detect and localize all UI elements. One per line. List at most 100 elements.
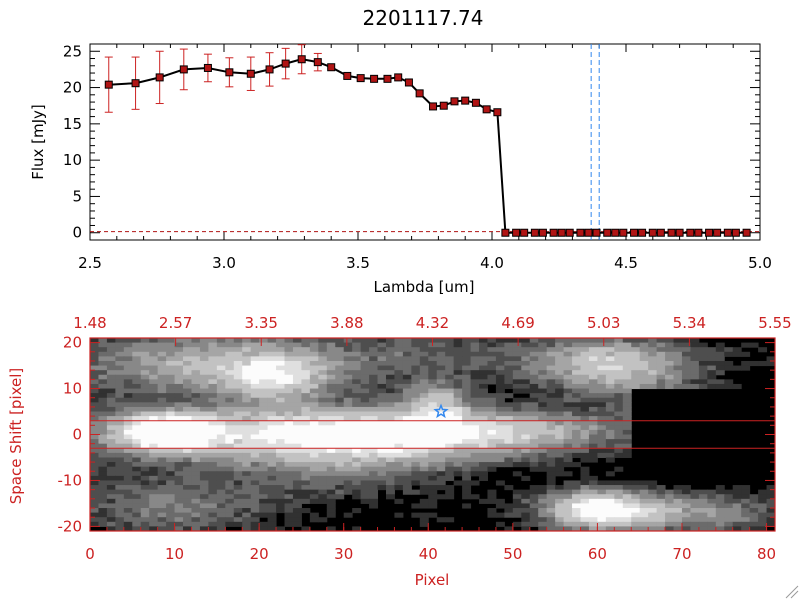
heatmap-cell [538, 457, 548, 463]
heatmap-cell [402, 489, 412, 495]
heatmap-cell [369, 365, 379, 371]
heatmap-cell [428, 489, 438, 495]
heatmap-cell [183, 480, 192, 486]
heatmap-cell [98, 383, 108, 390]
heatmap-cell [292, 503, 302, 509]
heatmap-cell [140, 526, 150, 532]
heatmap-cell [225, 416, 235, 422]
heatmap-cell [614, 370, 624, 376]
heatmap-cell [394, 475, 404, 481]
heatmap-cell [580, 503, 590, 509]
heatmap-cell [690, 356, 700, 362]
heatmap-cell [690, 503, 700, 509]
heatmap-cell [614, 466, 624, 472]
heatmap-cell [588, 342, 598, 348]
heatmap-cell [174, 466, 184, 472]
heatmap-cell [394, 452, 404, 458]
heatmap-cell [402, 402, 412, 408]
heatmap-cell [546, 503, 556, 509]
heatmap-cell [183, 485, 192, 491]
heatmap-cell [529, 356, 539, 362]
heatmap-cell [622, 494, 632, 500]
heatmap-cell [149, 338, 159, 344]
heatmap-cell [284, 494, 294, 500]
heatmap-cell [242, 393, 252, 399]
heatmap-cell [698, 342, 708, 348]
heatmap-cell [132, 521, 142, 527]
heatmap-cell [149, 512, 159, 518]
heatmap-cell [529, 406, 539, 413]
heatmap-cell [174, 457, 184, 463]
heatmap-cell [614, 402, 624, 408]
data-point [439, 101, 448, 110]
heatmap-cell [538, 356, 548, 362]
heatmap-cell [487, 425, 497, 431]
heatmap-cell [157, 517, 167, 523]
heatmap-cell [445, 517, 455, 523]
heatmap-cell [394, 351, 404, 357]
heatmap-cell [225, 351, 235, 357]
heatmap-cell [191, 521, 201, 527]
heatmap-cell [98, 402, 108, 408]
heatmap-cell [529, 383, 539, 390]
heatmap-cell [707, 351, 717, 357]
heatmap-cell [648, 503, 658, 509]
heatmap-cell [335, 393, 345, 399]
heatmap-cell [605, 411, 615, 417]
heatmap-cell [267, 338, 277, 344]
heatmap-cell [292, 429, 302, 435]
heatmap-cell [377, 370, 387, 376]
heatmap-cell [191, 439, 201, 445]
heatmap-cell [250, 338, 260, 344]
heatmap-cell [588, 498, 598, 504]
heatmap-cell [419, 521, 429, 527]
heatmap-cell [90, 503, 99, 509]
heatmap-cell [563, 365, 573, 371]
heatmap-cell [580, 434, 590, 440]
heatmap-cell [385, 351, 395, 357]
heatmap-cell [98, 443, 108, 449]
heatmap-cell [132, 420, 142, 426]
heatmap-cell [470, 370, 480, 376]
heatmap-cell [326, 429, 336, 435]
heatmap-cell [149, 462, 159, 468]
heatmap-cell [174, 503, 184, 509]
heatmap-cell [106, 370, 116, 376]
heatmap-cell [360, 466, 370, 472]
resize-grip-icon[interactable] [785, 585, 799, 599]
heatmap-cell [352, 383, 362, 390]
heatmap-cell [588, 370, 598, 376]
heatmap-cell [183, 406, 192, 413]
heatmap-cell [546, 365, 556, 371]
heatmap-cell [411, 425, 421, 431]
heatmap-cell [318, 475, 328, 481]
heatmap-cell [191, 466, 201, 472]
heatmap-cell [749, 512, 759, 518]
heatmap-cell [98, 379, 108, 385]
heatmap-cell [284, 462, 294, 468]
heatmap-cell [588, 374, 598, 380]
heatmap-cell [250, 466, 260, 472]
heatmap-cell [115, 521, 125, 527]
heatmap-cell [140, 503, 150, 509]
heatmap-cell [242, 416, 252, 422]
heatmap-cell [199, 351, 209, 357]
heatmap-cell [301, 475, 311, 481]
heatmap-cell [140, 475, 150, 481]
heatmap-cell [402, 347, 412, 353]
data-point [638, 228, 647, 237]
heatmap-cell [614, 526, 624, 532]
heatmap-cell [352, 485, 362, 491]
heatmap-cell [149, 351, 159, 357]
heatmap-cell [115, 503, 125, 509]
heatmap-cell [98, 397, 108, 403]
heatmap-cell [479, 338, 488, 344]
heatmap-cell [276, 485, 286, 491]
heatmap-cell [166, 480, 176, 486]
heatmap-cell [487, 365, 497, 371]
heatmap-cell [470, 379, 480, 385]
heatmap-cell [622, 448, 632, 454]
heatmap-cell [360, 397, 370, 403]
heatmap-cell [572, 480, 581, 486]
heatmap-cell [495, 406, 505, 413]
